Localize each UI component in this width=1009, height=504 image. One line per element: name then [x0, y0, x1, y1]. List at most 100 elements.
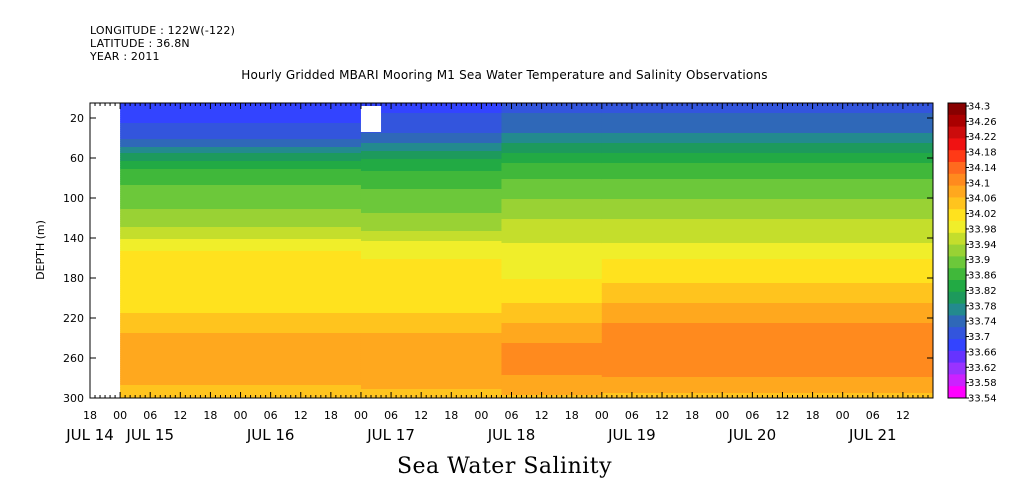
- heatmap-cell: [360, 263, 503, 266]
- heatmap-cell: [120, 261, 362, 264]
- heatmap-cell: [120, 247, 362, 250]
- heatmap-cell: [601, 323, 933, 326]
- heatmap-cell: [501, 179, 603, 182]
- heatmap-cell: [360, 191, 503, 194]
- colorbar-label: 34.1: [968, 178, 990, 189]
- heatmap-cell: [360, 343, 503, 346]
- heatmap-cell: [601, 359, 933, 362]
- heatmap-cell: [120, 161, 362, 164]
- heatmap-cell: [601, 299, 933, 302]
- heatmap-cell: [501, 141, 603, 144]
- heatmap-cell: [360, 179, 503, 182]
- heatmap-cell: [120, 265, 362, 268]
- heatmap-cell: [501, 343, 603, 346]
- heatmap-cell: [601, 341, 933, 344]
- heatmap-cell: [601, 381, 933, 384]
- heatmap-cell: [601, 357, 933, 360]
- heatmap-cell: [601, 367, 933, 370]
- heatmap-cell: [501, 351, 603, 354]
- heatmap-cell: [360, 351, 503, 354]
- heatmap-cell: [501, 305, 603, 308]
- heatmap-cell: [120, 325, 362, 328]
- heatmap-cell: [120, 327, 362, 330]
- heatmap-cell: [120, 287, 362, 290]
- x-day-label: JUL 19: [607, 426, 656, 444]
- heatmap-cell: [601, 239, 933, 242]
- heatmap-cell: [360, 297, 503, 300]
- heatmap-cell: [501, 151, 603, 154]
- heatmap-cell: [601, 339, 933, 342]
- heatmap-cell: [120, 121, 362, 124]
- heatmap-cell: [501, 129, 603, 132]
- x-day-label: JUL 20: [728, 426, 777, 444]
- x-tick-label: 06: [745, 409, 759, 422]
- heatmap-cell: [501, 205, 603, 208]
- heatmap-cell: [360, 147, 503, 150]
- heatmap-cell: [501, 285, 603, 288]
- heatmap-cell: [120, 209, 362, 212]
- heatmap-cell: [601, 233, 933, 236]
- heatmap-cell: [120, 219, 362, 222]
- heatmap-cell: [120, 377, 362, 380]
- heatmap-cell: [120, 351, 362, 354]
- heatmap-cell: [601, 287, 933, 290]
- heatmap-cell: [501, 309, 603, 312]
- x-day-label: JUL 21: [848, 426, 897, 444]
- heatmap-cell: [601, 311, 933, 314]
- x-tick-label: 18: [324, 409, 338, 422]
- heatmap-cell: [120, 141, 362, 144]
- heatmap-cell: [120, 251, 362, 254]
- heatmap-cell: [360, 225, 503, 228]
- heatmap-cell: [601, 293, 933, 296]
- heatmap-cell: [601, 185, 933, 188]
- heatmap-cell: [601, 125, 933, 128]
- heatmap-cell: [601, 277, 933, 280]
- heatmap-cell: [120, 225, 362, 228]
- heatmap-cell: [601, 237, 933, 240]
- missing-data-block: [360, 106, 382, 132]
- x-tick-label: 12: [775, 409, 789, 422]
- heatmap-cell: [360, 379, 503, 382]
- heatmap-cell: [360, 303, 503, 306]
- heatmap-cell: [360, 261, 503, 264]
- colorbar-swatch: [948, 280, 966, 293]
- heatmap-cell: [501, 259, 603, 262]
- heatmap-cell: [360, 377, 503, 380]
- heatmap-cell: [120, 159, 362, 162]
- heatmap-cell: [120, 151, 362, 154]
- colorbar-swatch: [948, 244, 966, 257]
- heatmap-cell: [501, 297, 603, 300]
- heatmap-cell: [360, 253, 503, 256]
- heatmap-cell: [360, 181, 503, 184]
- heatmap-cell: [501, 289, 603, 292]
- heatmap-cell: [360, 185, 503, 188]
- heatmap-cell: [120, 365, 362, 368]
- colorbar-swatch: [948, 374, 966, 387]
- heatmap-cell: [120, 387, 362, 390]
- heatmap-cell: [120, 259, 362, 262]
- heatmap-cell: [360, 167, 503, 170]
- heatmap-cell: [501, 251, 603, 254]
- heatmap-cell: [501, 261, 603, 264]
- heatmap-cell: [601, 203, 933, 206]
- colorbar-swatch: [948, 221, 966, 234]
- heatmap-cell: [120, 369, 362, 372]
- heatmap-cell: [360, 177, 503, 180]
- heatmap-cell: [120, 269, 362, 272]
- x-tick-label: 12: [896, 409, 910, 422]
- heatmap-cell: [601, 389, 933, 392]
- heatmap-cell: [360, 169, 503, 172]
- heatmap-cell: [360, 115, 503, 118]
- heatmap-cell: [120, 143, 362, 146]
- heatmap-cell: [360, 289, 503, 292]
- heatmap-cell: [501, 341, 603, 344]
- colorbar-swatch: [948, 303, 966, 316]
- x-tick-label: 06: [866, 409, 880, 422]
- heatmap-cell: [360, 373, 503, 376]
- heatmap-cell: [360, 279, 503, 282]
- heatmap-cell: [120, 145, 362, 148]
- heatmap-cell: [120, 227, 362, 230]
- heatmap-cell: [120, 367, 362, 370]
- heatmap-cell: [601, 345, 933, 348]
- heatmap-cell: [601, 133, 933, 136]
